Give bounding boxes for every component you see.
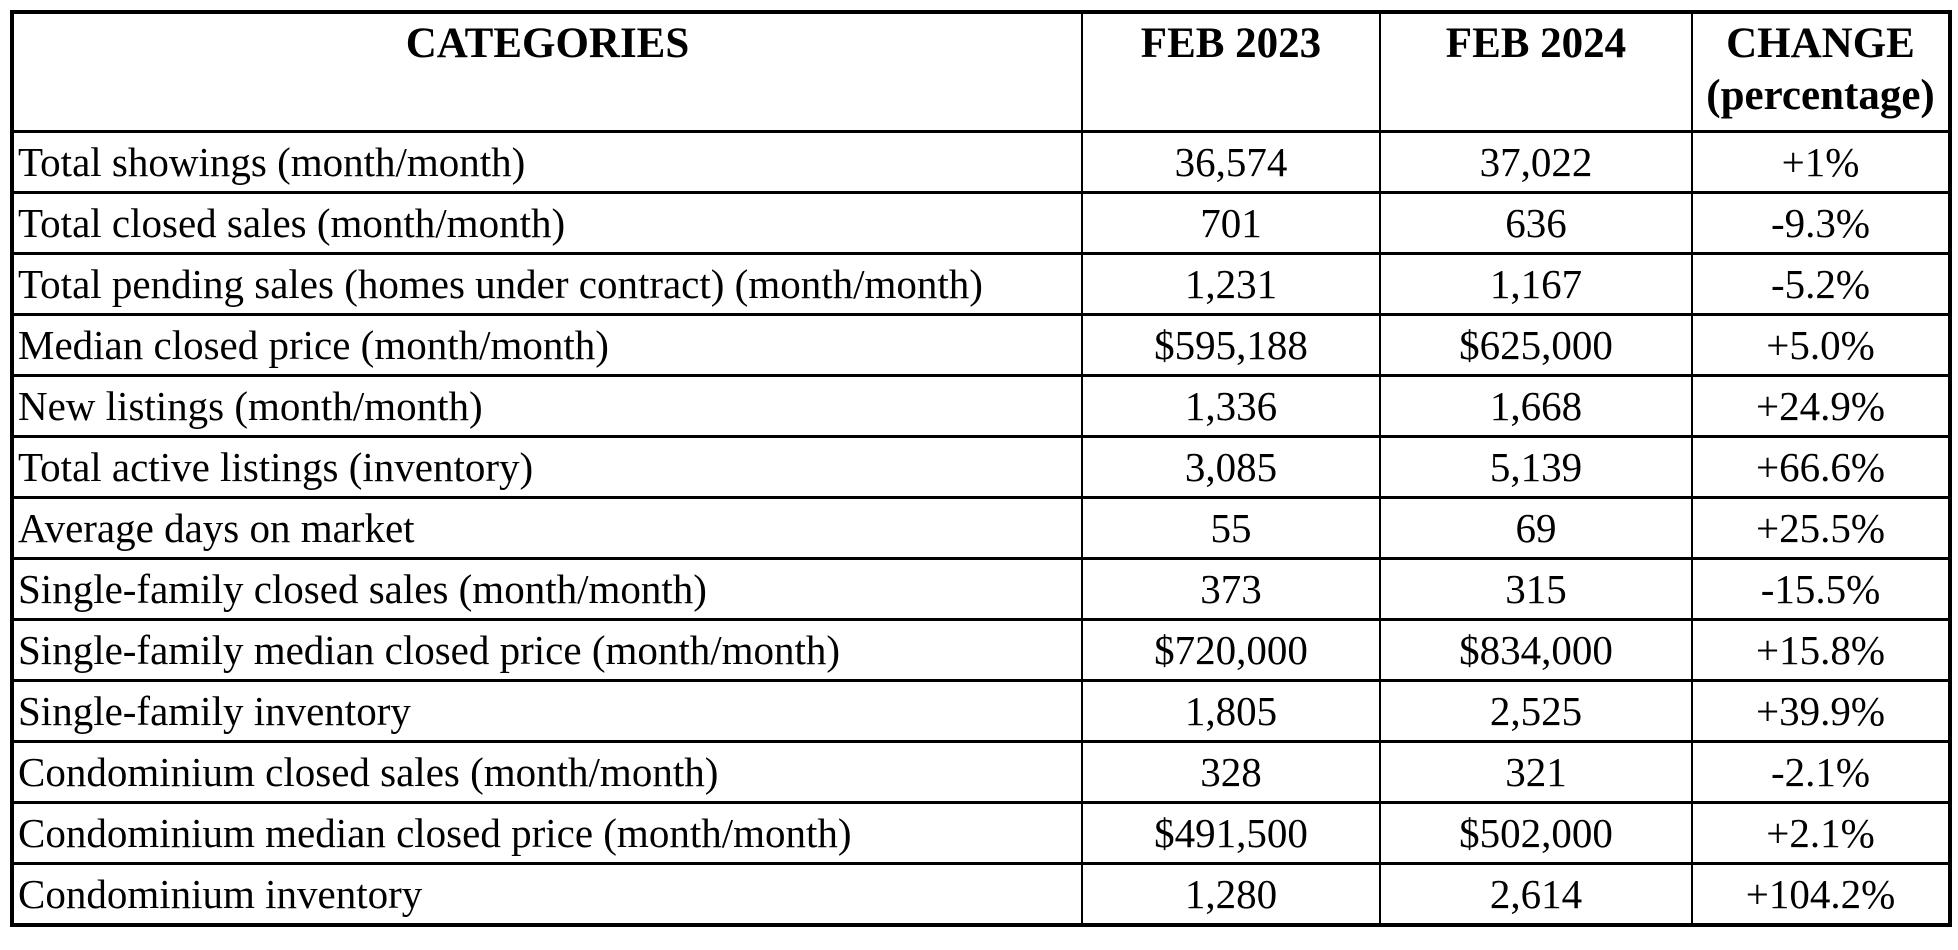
change-cell: -15.5% bbox=[1691, 557, 1951, 621]
feb-2024-cell: 69 bbox=[1379, 496, 1693, 560]
category-cell: Median closed price (month/month) bbox=[11, 313, 1083, 377]
category-cell: Condominium inventory bbox=[11, 862, 1083, 927]
feb-2024-cell: $625,000 bbox=[1379, 313, 1693, 377]
change-cell: -2.1% bbox=[1691, 740, 1951, 804]
table-row: New listings (month/month) 1,336 1,668 +… bbox=[11, 374, 1951, 438]
table-row: Single-family median closed price (month… bbox=[11, 618, 1951, 682]
feb-2024-cell: 636 bbox=[1379, 191, 1693, 255]
table-row: Median closed price (month/month) $595,1… bbox=[11, 313, 1951, 377]
table-row: Condominium median closed price (month/m… bbox=[11, 801, 1951, 865]
table-row: Condominium closed sales (month/month) 3… bbox=[11, 740, 1951, 804]
category-cell: Condominium closed sales (month/month) bbox=[11, 740, 1083, 804]
header-change-line1: CHANGE bbox=[1726, 20, 1915, 67]
feb-2023-cell: 1,231 bbox=[1081, 252, 1381, 316]
feb-2023-cell: 55 bbox=[1081, 496, 1381, 560]
feb-2024-cell: 5,139 bbox=[1379, 435, 1693, 499]
change-cell: +39.9% bbox=[1691, 679, 1951, 743]
feb-2024-cell: $502,000 bbox=[1379, 801, 1693, 865]
feb-2023-cell: 701 bbox=[1081, 191, 1381, 255]
category-cell: Average days on market bbox=[11, 496, 1083, 560]
header-feb-2023: FEB 2023 bbox=[1081, 10, 1381, 133]
table-row: Total active listings (inventory) 3,085 … bbox=[11, 435, 1951, 499]
category-cell: Total closed sales (month/month) bbox=[11, 191, 1083, 255]
feb-2024-cell: 315 bbox=[1379, 557, 1693, 621]
feb-2023-cell: $491,500 bbox=[1081, 801, 1381, 865]
change-cell: +5.0% bbox=[1691, 313, 1951, 377]
category-cell: Single-family closed sales (month/month) bbox=[11, 557, 1083, 621]
feb-2023-cell: 36,574 bbox=[1081, 130, 1381, 194]
change-cell: -9.3% bbox=[1691, 191, 1951, 255]
table-row: Total closed sales (month/month) 701 636… bbox=[11, 191, 1951, 255]
change-cell: +1% bbox=[1691, 130, 1951, 194]
feb-2024-cell: 2,525 bbox=[1379, 679, 1693, 743]
header-row: CATEGORIES FEB 2023 FEB 2024 CHANGE (per… bbox=[11, 10, 1951, 133]
table-row: Average days on market 55 69 +25.5% bbox=[11, 496, 1951, 560]
table-row: Condominium inventory 1,280 2,614 +104.2… bbox=[11, 862, 1951, 927]
change-cell: +104.2% bbox=[1691, 862, 1951, 927]
table-row: Single-family closed sales (month/month)… bbox=[11, 557, 1951, 621]
change-cell: +15.8% bbox=[1691, 618, 1951, 682]
feb-2023-cell: 3,085 bbox=[1081, 435, 1381, 499]
category-cell: Total pending sales (homes under contrac… bbox=[11, 252, 1083, 316]
header-feb-2024: FEB 2024 bbox=[1379, 10, 1693, 133]
change-cell: +25.5% bbox=[1691, 496, 1951, 560]
change-cell: +24.9% bbox=[1691, 374, 1951, 438]
table-body: Total showings (month/month) 36,574 37,0… bbox=[11, 130, 1951, 927]
feb-2024-cell: 1,668 bbox=[1379, 374, 1693, 438]
header-change-line2: (percentage) bbox=[1706, 71, 1935, 119]
feb-2023-cell: 373 bbox=[1081, 557, 1381, 621]
feb-2023-cell: 328 bbox=[1081, 740, 1381, 804]
feb-2024-cell: $834,000 bbox=[1379, 618, 1693, 682]
feb-2023-cell: $595,188 bbox=[1081, 313, 1381, 377]
table-row: Total pending sales (homes under contrac… bbox=[11, 252, 1951, 316]
page: CATEGORIES FEB 2023 FEB 2024 CHANGE (per… bbox=[0, 10, 1958, 927]
category-cell: Single-family inventory bbox=[11, 679, 1083, 743]
feb-2024-cell: 37,022 bbox=[1379, 130, 1693, 194]
header-categories: CATEGORIES bbox=[11, 10, 1083, 133]
feb-2024-cell: 321 bbox=[1379, 740, 1693, 804]
category-cell: New listings (month/month) bbox=[11, 374, 1083, 438]
feb-2024-cell: 2,614 bbox=[1379, 862, 1693, 927]
change-cell: +66.6% bbox=[1691, 435, 1951, 499]
feb-2023-cell: 1,280 bbox=[1081, 862, 1381, 927]
feb-2023-cell: 1,805 bbox=[1081, 679, 1381, 743]
category-cell: Total active listings (inventory) bbox=[11, 435, 1083, 499]
change-cell: -5.2% bbox=[1691, 252, 1951, 316]
feb-2023-cell: $720,000 bbox=[1081, 618, 1381, 682]
feb-2024-cell: 1,167 bbox=[1379, 252, 1693, 316]
change-cell: +2.1% bbox=[1691, 801, 1951, 865]
category-cell: Total showings (month/month) bbox=[11, 130, 1083, 194]
table-row: Total showings (month/month) 36,574 37,0… bbox=[11, 130, 1951, 194]
table-row: Single-family inventory 1,805 2,525 +39.… bbox=[11, 679, 1951, 743]
category-cell: Single-family median closed price (month… bbox=[11, 618, 1083, 682]
category-cell: Condominium median closed price (month/m… bbox=[11, 801, 1083, 865]
header-change: CHANGE (percentage) bbox=[1691, 10, 1951, 133]
market-stats-table: CATEGORIES FEB 2023 FEB 2024 CHANGE (per… bbox=[10, 10, 1952, 927]
feb-2023-cell: 1,336 bbox=[1081, 374, 1381, 438]
